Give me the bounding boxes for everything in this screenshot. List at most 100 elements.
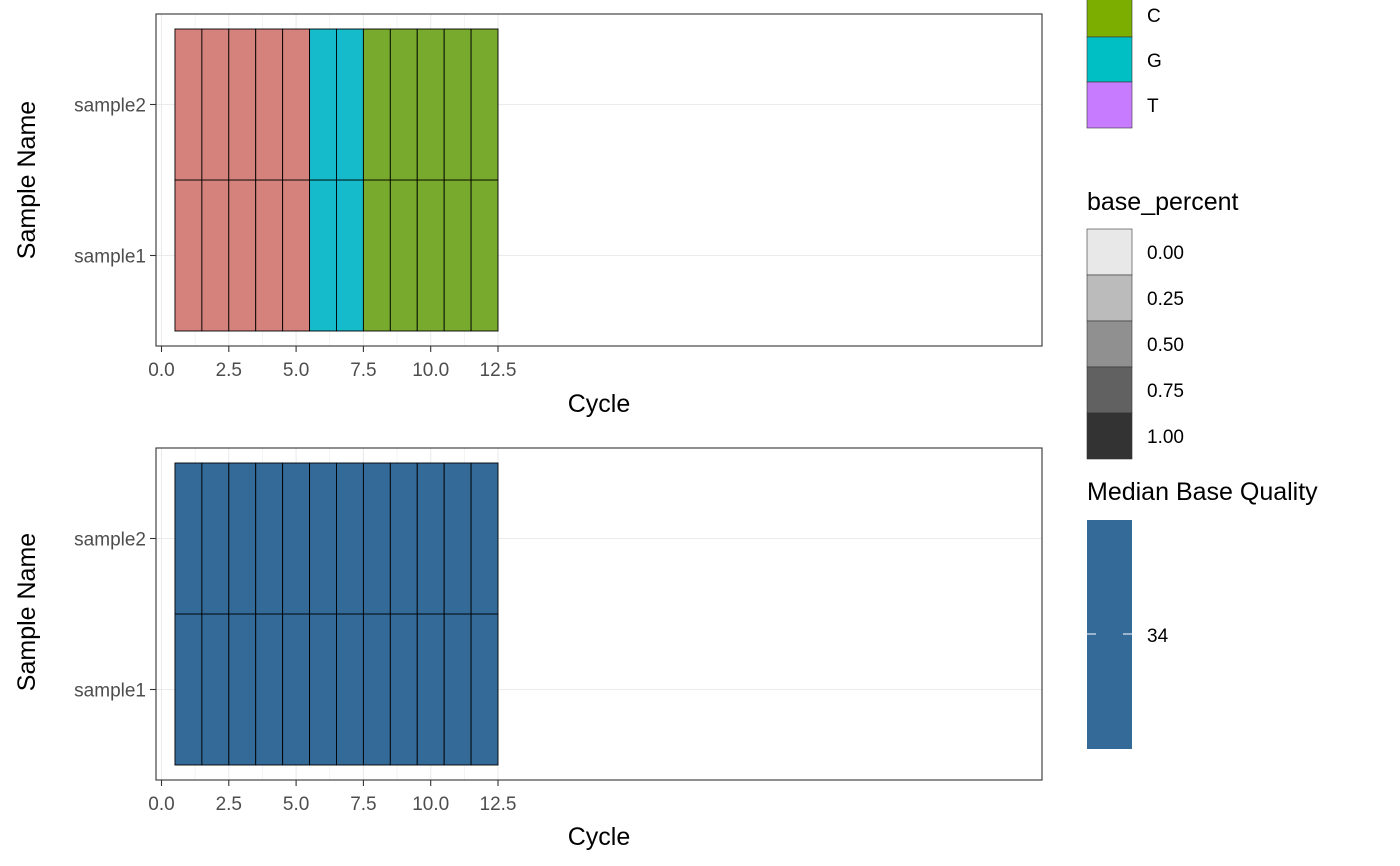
x-tick-label: 10.0 [412,794,449,815]
heatmap-cell-sample2-cycle-5 [282,28,311,181]
x-tick-label: 5.0 [283,360,309,381]
heatmap-cell-sample1-cycle-3 [228,179,257,332]
heatmap-cell-sample2-cycle-6 [309,462,337,615]
heatmap-cell-sample2-cycle-1 [174,462,203,615]
x-tick-label: 2.5 [216,794,242,815]
heatmap-cell-sample1-cycle-8 [362,613,391,766]
heatmap-cell-sample1-cycle-4 [255,613,284,766]
panel-1-x-axis-title: Cycle [568,390,631,418]
legend-key-0-25 [1086,274,1133,322]
heatmap-cell-sample2-cycle-8 [362,28,391,181]
heatmap-cell-sample2-cycle-2 [201,462,230,615]
legend-key-0-75 [1086,366,1133,414]
heatmap-cell-sample1-cycle-8 [362,179,391,332]
heatmap-cell-sample1-cycle-9 [389,613,418,766]
heatmap-cell-sample2-cycle-12 [470,462,499,615]
legend-label-t: T [1147,96,1159,117]
y-tick-label-sample1: sample1 [74,681,146,702]
heatmap-cell-sample2-cycle-3 [228,28,257,181]
x-tick-label: 5.0 [283,794,309,815]
legend-label-0-50: 0.50 [1147,335,1184,356]
x-tick-label: 7.5 [350,794,376,815]
heatmap-cell-sample2-cycle-3 [228,462,257,615]
heatmap-cell-sample1-cycle-7 [336,179,364,332]
panel-2-cells [174,462,499,766]
panel-2-border [155,447,1043,781]
heatmap-cell-sample1-cycle-10 [416,179,445,332]
base-legend: C G T [1086,0,1162,129]
quality-colorbar-label: 34 [1147,626,1169,647]
heatmap-cell-sample2-cycle-4 [255,462,284,615]
base-heatmap-chart: sample1 sample2 0.0 2.5 5.0 7.5 10.0 12.5 Cycl… [13,13,1043,418]
legend-label-g: G [1147,51,1162,72]
heatmap-cell-sample1-cycle-1 [174,613,203,766]
heatmap-cell-sample1-cycle-12 [470,179,499,332]
legend-key-c [1086,0,1133,38]
heatmap-cell-sample1-cycle-11 [443,179,472,332]
heatmap-cell-sample1-cycle-2 [201,613,230,766]
heatmap-cell-sample2-cycle-6 [309,28,337,181]
panel-2-x-axis: 0.0 2.5 5.0 7.5 10.0 12.5 [148,780,516,815]
y-tick-label-sample1: sample1 [74,247,146,268]
legend-key-1-00 [1086,412,1133,460]
heatmap-cell-sample1-cycle-3 [228,613,257,766]
legend-title-base-percent: base_percent [1087,188,1239,216]
heatmap-cell-sample2-cycle-10 [416,462,445,615]
y-tick-label-sample2: sample2 [74,530,146,551]
heatmap-cell-sample2-cycle-5 [282,462,311,615]
quality-heatmap-chart: sample1 sample2 0.0 2.5 5.0 7.5 10.0 12.5 Cycl… [13,447,1043,851]
heatmap-cell-sample1-cycle-2 [201,179,230,332]
panel-1-cells [174,28,499,332]
heatmap-cell-sample1-cycle-11 [443,613,472,766]
heatmap-cell-sample1-cycle-10 [416,613,445,766]
heatmap-cell-sample2-cycle-4 [255,28,284,181]
x-tick-label: 7.5 [350,360,376,381]
legend-label-0-25: 0.25 [1147,289,1184,310]
legend-key-0-50 [1086,320,1133,368]
base-percent-legend: base_percent 0.00 0.25 0.50 0.75 1.00 [1086,188,1239,460]
heatmap-cell-sample2-cycle-8 [362,462,391,615]
legend-key-t [1086,81,1133,129]
heatmap-cell-sample2-cycle-7 [336,28,364,181]
heatmap-cell-sample1-cycle-9 [389,179,418,332]
x-tick-label: 2.5 [216,360,242,381]
heatmap-cell-sample1-cycle-6 [309,613,337,766]
heatmap-cell-sample2-cycle-11 [443,28,472,181]
panel-1-y-axis: sample1 sample2 [74,96,156,268]
heatmap-cell-sample1-cycle-5 [282,613,311,766]
legend-label-c: C [1147,6,1161,27]
heatmap-cell-sample2-cycle-1 [174,28,203,181]
legend-label-0-75: 0.75 [1147,381,1184,402]
legend-key-g [1086,36,1133,83]
heatmap-cell-sample1-cycle-1 [174,179,203,332]
x-tick-label: 12.5 [480,794,517,815]
heatmap-cell-sample1-cycle-6 [309,179,337,332]
panel-1-border [155,13,1043,347]
legend-key-0-00 [1086,228,1133,276]
panel-2-x-axis-title: Cycle [568,823,631,851]
panel-2-y-axis: sample1 sample2 [74,530,156,702]
legend-label-1-00: 1.00 [1147,427,1184,448]
legend-title-median-base-quality: Median Base Quality [1087,478,1318,506]
panel-2-y-axis-title: Sample Name [13,533,41,691]
heatmap-cell-sample1-cycle-4 [255,179,284,332]
heatmap-cell-sample2-cycle-9 [389,28,418,181]
x-tick-label: 10.0 [412,360,449,381]
median-base-quality-legend: Median Base Quality 34 [1087,478,1318,749]
panel-1-y-axis-title: Sample Name [13,101,41,259]
panel-1-x-axis: 0.0 2.5 5.0 7.5 10.0 12.5 [148,346,516,381]
heatmap-cell-sample2-cycle-2 [201,28,230,181]
heatmap-cell-sample2-cycle-7 [336,462,364,615]
heatmap-cell-sample2-cycle-11 [443,462,472,615]
x-tick-label: 0.0 [148,794,174,815]
heatmap-cell-sample2-cycle-12 [470,28,499,181]
legend-label-0-00: 0.00 [1147,243,1184,264]
heatmap-cell-sample1-cycle-12 [470,613,499,766]
x-tick-label: 0.0 [148,360,174,381]
x-tick-label: 12.5 [480,360,517,381]
heatmap-cell-sample1-cycle-5 [282,179,311,332]
heatmap-cell-sample2-cycle-10 [416,28,445,181]
heatmap-cell-sample1-cycle-7 [336,613,364,766]
y-tick-label-sample2: sample2 [74,96,146,117]
